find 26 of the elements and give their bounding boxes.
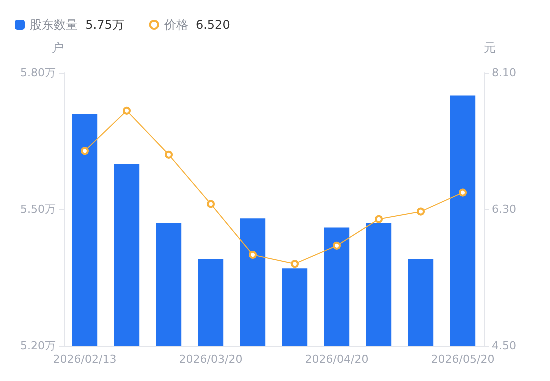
y2-tick-label: 6.30	[492, 203, 516, 216]
x-tick-label: 2026/04/20	[305, 353, 369, 366]
point	[165, 150, 173, 159]
point	[249, 251, 257, 259]
y-tick-label: 5.20万	[20, 340, 56, 352]
y2-tick-label: 4.50	[492, 340, 516, 352]
x-tick-label: 2026/02/13	[53, 353, 117, 366]
legend-label: 价格	[163, 18, 188, 32]
y2-tick-label: 8.10	[492, 66, 516, 80]
x-tick-label: 2026/05/20	[431, 353, 495, 366]
point	[375, 215, 383, 224]
point	[291, 260, 299, 268]
y2-axis-title: 元	[484, 41, 496, 55]
point	[207, 200, 215, 208]
x-tick-label: 2026/03/20	[179, 353, 243, 366]
point	[417, 208, 425, 216]
y-tick-label: 5.50万	[20, 203, 56, 216]
y-tick-label: 5.80万	[20, 66, 56, 80]
text: 6.520	[196, 18, 230, 32]
point	[333, 242, 341, 250]
point	[81, 147, 89, 156]
legend-label: 股东数量	[30, 18, 78, 32]
point	[459, 188, 467, 197]
y-axis-title: 户	[52, 41, 64, 55]
point	[123, 106, 131, 115]
text: 5.75万	[86, 18, 124, 32]
